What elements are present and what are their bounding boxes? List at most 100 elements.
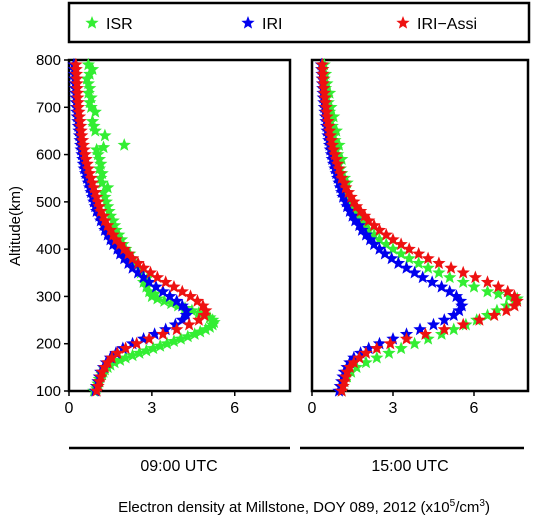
data-point-iri-assi xyxy=(357,209,372,222)
data-point-iri xyxy=(425,275,439,288)
data-point-iri xyxy=(453,294,468,307)
data-point-iri-assi xyxy=(167,279,181,293)
data-point-isr xyxy=(81,57,95,71)
data-point-isr xyxy=(456,275,470,288)
data-point-isr xyxy=(367,227,381,241)
data-point-iri-assi xyxy=(456,317,470,331)
data-point-iri-assi xyxy=(73,119,88,132)
data-point-isr xyxy=(188,327,202,340)
data-point-iri-assi xyxy=(78,147,92,161)
data-point-isr xyxy=(85,114,100,128)
caption-unit: /cm xyxy=(455,499,479,516)
legend-star-icon xyxy=(241,16,255,29)
data-point-iri-assi xyxy=(501,284,515,298)
data-point-isr xyxy=(379,237,393,251)
data-point-isr xyxy=(490,303,504,317)
data-point-iri-assi xyxy=(70,76,84,90)
data-point-iri xyxy=(136,331,151,345)
data-point-isr xyxy=(83,95,97,109)
x-tick-label: 0 xyxy=(308,400,317,417)
data-point-iri-assi xyxy=(362,213,376,227)
data-point-iri xyxy=(413,322,427,336)
data-point-iri-assi xyxy=(70,71,84,85)
data-point-isr xyxy=(98,190,112,203)
x-tick-label: 6 xyxy=(230,400,239,417)
data-point-iri-assi xyxy=(367,218,381,232)
data-point-isr xyxy=(402,251,416,265)
data-point-iri xyxy=(156,284,170,298)
data-point-isr xyxy=(203,310,217,324)
data-point-iri-assi xyxy=(320,109,334,123)
data-point-iri xyxy=(335,185,349,199)
data-point-iri-assi xyxy=(159,275,173,288)
data-point-iri xyxy=(426,317,441,331)
data-point-isr xyxy=(467,279,481,293)
data-point-isr xyxy=(164,296,178,310)
data-point-isr xyxy=(174,331,188,345)
data-point-iri xyxy=(449,289,464,303)
data-point-iri-assi xyxy=(80,157,94,170)
data-point-iri-assi xyxy=(507,289,522,303)
data-point-isr xyxy=(394,246,408,260)
data-point-iri-assi xyxy=(72,109,87,123)
data-point-iri-assi xyxy=(347,355,361,369)
data-point-isr xyxy=(199,322,213,336)
data-point-iri-assi xyxy=(352,350,366,364)
x-tick-label: 3 xyxy=(147,400,156,417)
data-point-iri-assi xyxy=(118,341,133,355)
data-point-iri-assi xyxy=(339,180,353,194)
data-point-isr xyxy=(125,348,140,362)
data-point-iri-assi xyxy=(472,313,487,326)
data-point-iri-assi xyxy=(329,152,343,165)
data-point-iri-assi xyxy=(71,95,85,109)
data-point-iri-assi xyxy=(183,289,198,303)
data-point-isr xyxy=(89,142,104,156)
data-point-iri xyxy=(447,308,461,322)
data-point-isr xyxy=(335,152,349,165)
data-point-iri-assi xyxy=(92,374,107,388)
data-point-isr xyxy=(167,334,181,348)
panel-label-left: 09:00 UTC xyxy=(140,458,217,475)
data-point-iri-assi xyxy=(77,142,91,156)
data-point-isr xyxy=(386,242,400,255)
series-marks-left xyxy=(67,57,221,397)
data-point-iri xyxy=(372,336,387,350)
data-point-iri-assi xyxy=(72,105,86,118)
data-point-iri-assi xyxy=(411,246,426,260)
data-point-iri xyxy=(125,261,140,274)
legend: ISR IRI IRI−Assi xyxy=(67,1,531,44)
data-point-isr xyxy=(88,123,102,137)
data-point-iri-assi xyxy=(143,265,158,279)
data-point-iri xyxy=(142,275,156,288)
data-point-isr xyxy=(432,265,446,279)
data-point-iri-assi xyxy=(316,67,330,80)
data-point-iri-assi xyxy=(491,279,505,293)
data-point-iri-assi xyxy=(324,133,339,147)
data-point-iri-assi xyxy=(196,298,210,312)
data-point-iri-assi xyxy=(383,336,397,350)
data-point-iri xyxy=(175,313,189,326)
data-point-isr xyxy=(421,261,435,274)
data-point-isr xyxy=(95,175,109,189)
data-point-isr xyxy=(480,308,495,322)
data-point-isr xyxy=(185,303,199,317)
data-point-iri-assi xyxy=(197,308,212,322)
data-point-isr xyxy=(326,109,341,123)
data-point-isr xyxy=(113,353,127,366)
panel-right: 0 3 6 15:00 UTC xyxy=(300,57,530,475)
data-point-iri xyxy=(384,251,399,265)
data-point-iri xyxy=(443,284,457,298)
data-point-iri-assi xyxy=(394,237,408,251)
data-point-iri xyxy=(179,303,194,317)
legend-star-icon xyxy=(396,16,410,29)
axes-left: 0 3 6 100 200 300 400 500 600 700 800 xyxy=(36,52,239,417)
data-point-iri-assi xyxy=(156,327,170,340)
data-point-iri xyxy=(336,190,350,203)
legend-label: ISR xyxy=(106,16,133,33)
y-tick-label: 200 xyxy=(36,336,61,353)
data-point-isr xyxy=(96,140,111,154)
data-point-iri-assi xyxy=(175,284,189,298)
data-point-isr xyxy=(136,275,151,288)
data-point-isr xyxy=(502,289,516,303)
data-point-iri-assi xyxy=(87,180,101,194)
